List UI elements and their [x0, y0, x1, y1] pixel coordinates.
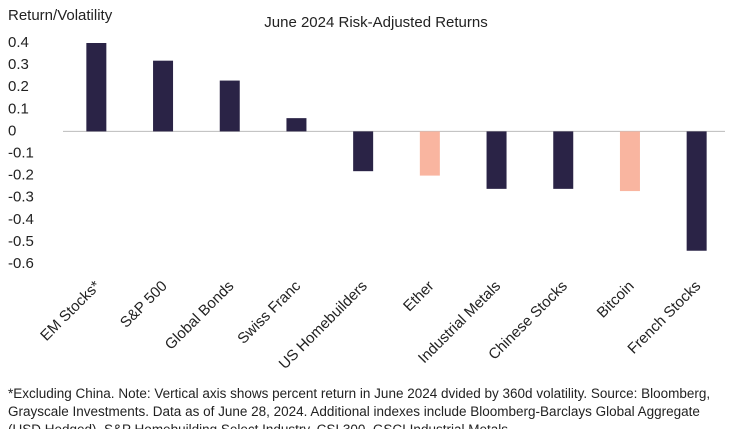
y-axis-label: Return/Volatility: [8, 7, 113, 24]
x-tick-label: Ether: [400, 278, 437, 315]
bar: [619, 131, 640, 192]
bar: [686, 131, 707, 251]
y-tick-label: 0.3: [8, 56, 29, 73]
bar: [86, 43, 107, 132]
x-tick-label: EM Stocks*: [37, 278, 104, 345]
bar: [286, 118, 307, 132]
x-tick-label: Global Bonds: [162, 278, 238, 354]
x-tick-label: S&P 500: [117, 278, 171, 332]
chart-title: June 2024 Risk-Adjusted Returns: [264, 14, 487, 31]
bar: [553, 131, 574, 189]
bar: [419, 131, 440, 176]
x-tick-label: Bitcoin: [594, 278, 638, 322]
y-tick-label: -0.4: [8, 211, 34, 228]
chart: Return/Volatility June 2024 Risk-Adjuste…: [8, 7, 725, 373]
x-tick-label: Swiss Franc: [234, 277, 304, 347]
bar: [486, 131, 507, 189]
y-tick-label: 0.1: [8, 100, 29, 117]
y-tick-label: -0.6: [8, 255, 34, 272]
y-tick-label: -0.1: [8, 144, 34, 161]
bar: [219, 80, 240, 132]
y-tick-label: -0.2: [8, 167, 34, 184]
y-tick-label: 0.4: [8, 34, 29, 51]
y-tick-label: 0: [8, 122, 16, 139]
bar: [353, 131, 374, 172]
y-tick-label: 0.2: [8, 78, 29, 95]
y-tick-label: -0.5: [8, 233, 34, 250]
y-tick-label: -0.3: [8, 189, 34, 206]
bar: [153, 60, 174, 132]
footnote: *Excluding China. Note: Vertical axis sh…: [8, 386, 711, 429]
